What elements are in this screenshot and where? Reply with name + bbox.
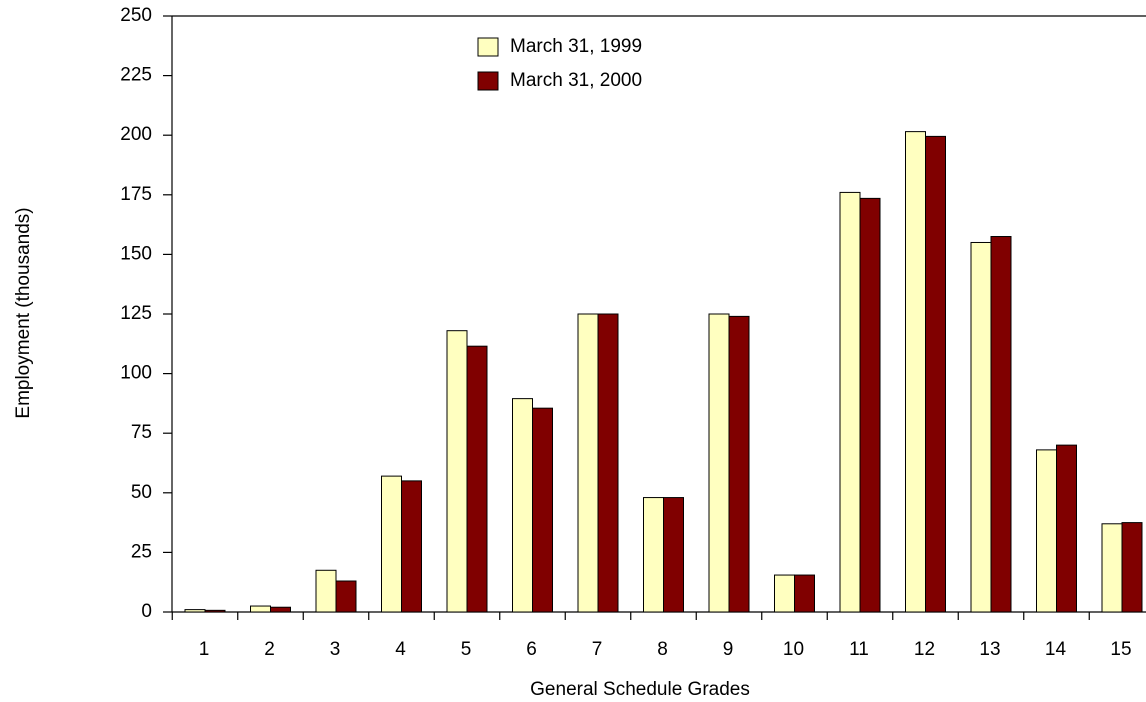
bar: [1056, 444, 1077, 613]
bar: [970, 241, 992, 613]
x-tick-label: 6: [526, 639, 537, 660]
bar: [532, 407, 553, 613]
x-tick-label: 12: [914, 639, 935, 660]
bar: [905, 131, 926, 613]
y-tick-label: 0: [141, 601, 152, 622]
y-tick-label: 25: [131, 541, 152, 562]
legend-swatch: [477, 37, 499, 57]
y-tick-label: 250: [120, 5, 152, 26]
legend-label: March 31, 2000: [510, 70, 642, 91]
x-tick-label: 10: [783, 639, 804, 660]
x-tick-label: 5: [461, 639, 472, 660]
x-tick-label: 13: [979, 639, 1000, 660]
bar: [794, 574, 815, 613]
bar: [859, 197, 881, 613]
bar: [315, 569, 337, 613]
bar: [728, 315, 750, 613]
bar: [663, 497, 684, 613]
bar: [512, 398, 533, 613]
y-tick-label: 150: [120, 243, 152, 264]
bar: [597, 313, 619, 613]
bar: [577, 313, 599, 613]
bar: [708, 313, 730, 613]
bar: [1101, 523, 1123, 613]
bar: [925, 135, 946, 613]
bar: [446, 330, 468, 613]
legend-label: March 31, 1999: [510, 36, 642, 57]
bar: [401, 480, 422, 613]
bar: [381, 475, 402, 613]
y-axis-title: Employment (thousands): [13, 207, 34, 418]
bar: [990, 236, 1012, 613]
y-tick-label: 75: [131, 422, 152, 443]
bar: [774, 574, 795, 613]
bar: [1121, 522, 1143, 613]
x-tick-label: 7: [592, 639, 603, 660]
y-tick-label: 200: [120, 124, 152, 145]
legend-swatch: [477, 71, 499, 91]
bar: [270, 606, 291, 613]
y-tick-label: 50: [131, 482, 152, 503]
x-tick-label: 14: [1045, 639, 1067, 660]
x-tick-label: 8: [657, 639, 668, 660]
bar: [839, 191, 861, 613]
x-tick-label: 3: [330, 639, 341, 660]
bar: [335, 580, 357, 613]
bar: [250, 605, 271, 613]
y-tick-label: 125: [120, 303, 152, 324]
x-tick-label: 2: [264, 639, 275, 660]
y-tick-label: 175: [120, 184, 152, 205]
bar: [643, 497, 664, 613]
x-tick-label: 1: [199, 639, 210, 660]
y-tick-label: 225: [120, 65, 152, 86]
bar: [204, 609, 226, 613]
x-tick-label: 11: [849, 639, 869, 660]
bar: [1036, 449, 1057, 613]
x-tick-label: 4: [395, 639, 406, 660]
bar: [184, 609, 206, 613]
x-tick-label: 15: [1110, 639, 1131, 660]
x-tick-label: 9: [723, 639, 734, 660]
x-axis-title: General Schedule Grades: [530, 679, 750, 700]
bar: [466, 345, 488, 613]
y-tick-label: 100: [120, 363, 152, 384]
